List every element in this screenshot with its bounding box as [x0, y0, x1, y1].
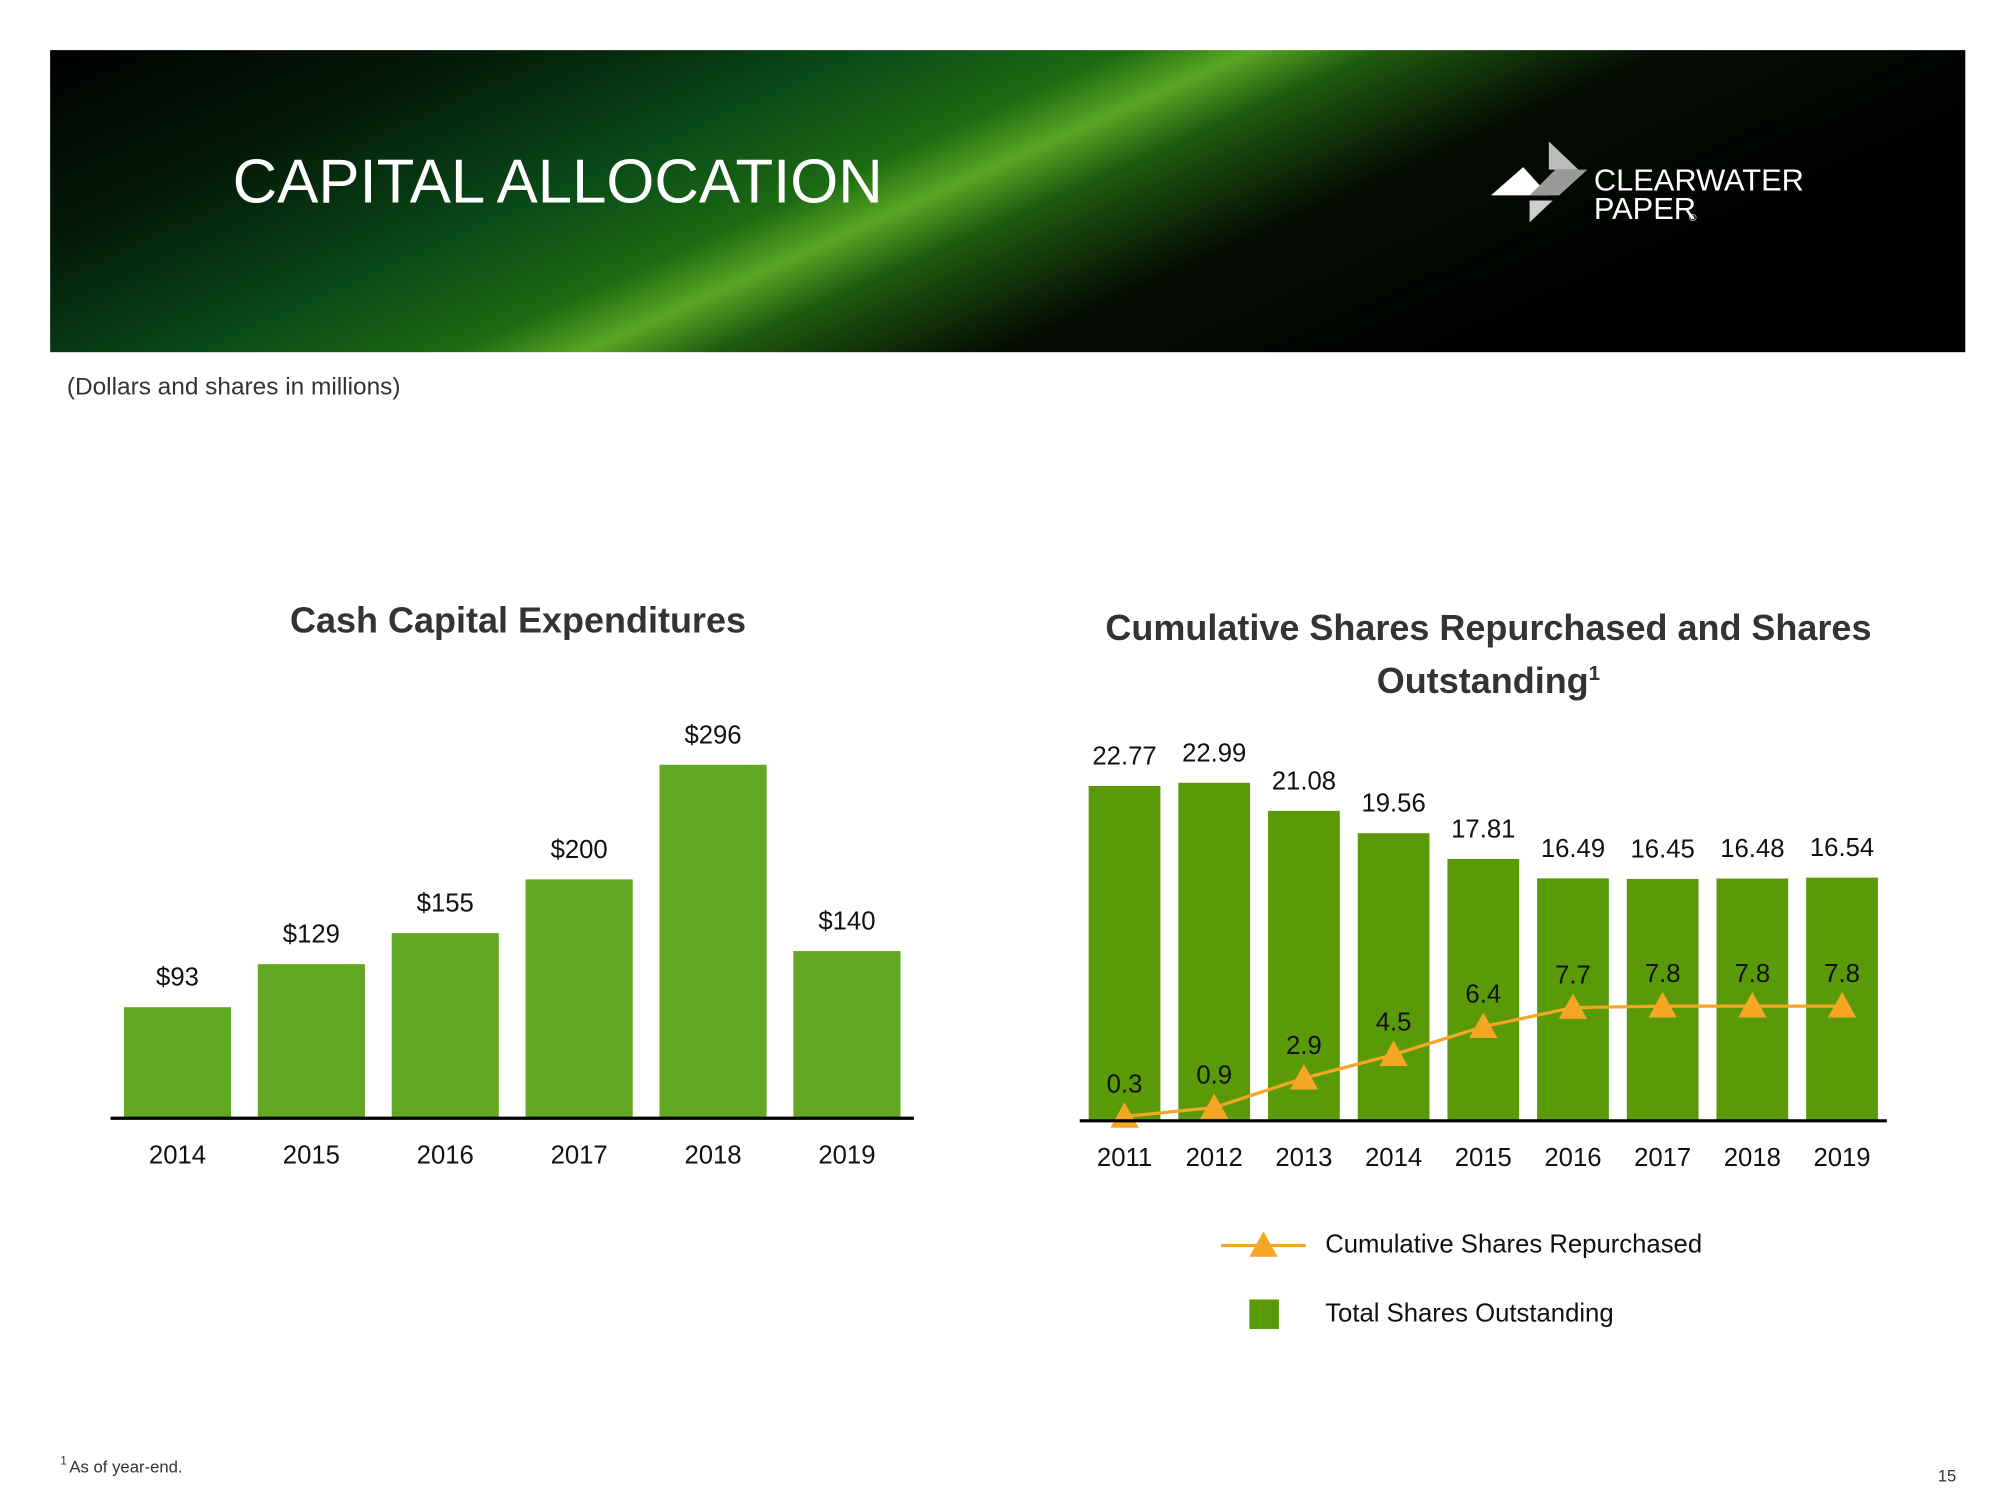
data-label: 6.4: [1465, 981, 1501, 1009]
data-label: 2.9: [1286, 1032, 1322, 1060]
x-tick-label: 2019: [1813, 1144, 1870, 1172]
logo-name: CLEARWATER: [1594, 163, 1804, 198]
data-label: 16.45: [1631, 835, 1695, 863]
data-label: 0.9: [1196, 1062, 1232, 1090]
x-tick-label: 2012: [1186, 1144, 1243, 1172]
note: (Dollars and shares in millions): [67, 374, 401, 401]
title-note: 1: [1588, 663, 1601, 686]
data-label: $93: [156, 964, 199, 992]
logo-mark: ®: [1689, 213, 1697, 224]
line-marker: [1289, 1064, 1319, 1090]
data-label: 7.8: [1734, 960, 1770, 988]
data-label: 4.5: [1376, 1009, 1412, 1037]
footnote: As of year-end.: [69, 1457, 182, 1476]
bar: [123, 1007, 232, 1119]
footnote-mark: 1: [60, 1455, 66, 1467]
line-marker: [1558, 993, 1588, 1019]
line-marker: [1200, 1093, 1229, 1119]
page-number: 15: [1938, 1466, 1957, 1485]
x-tick-label: 2016: [1544, 1144, 1601, 1172]
legend-label: Cumulative Shares Repurchased: [1325, 1230, 1702, 1258]
bar: [659, 764, 767, 1119]
line-marker: [1648, 991, 1677, 1018]
banner: [50, 50, 1966, 353]
data-label: $200: [551, 836, 608, 864]
logo-icon: [1491, 141, 1588, 223]
line-marker: [1738, 991, 1767, 1018]
x-tick-label: 2014: [149, 1142, 206, 1170]
chart-title-span: Cash Capital Expenditures: [289, 600, 746, 641]
x-tick-label: 2017: [551, 1142, 608, 1170]
bar: [391, 933, 499, 1119]
line-marker: [1469, 1012, 1498, 1039]
data-label: 19.56: [1361, 790, 1425, 818]
data-label: 22.77: [1092, 743, 1156, 771]
chart-title: Cash Capital Expenditures: [197, 598, 840, 644]
legend-label: Total Shares Outstanding: [1325, 1300, 1613, 1328]
data-label: $155: [417, 890, 474, 918]
x-tick-label: 2015: [283, 1142, 340, 1170]
x-tick-label: 2016: [417, 1142, 474, 1170]
legend-marker: [1249, 1231, 1278, 1257]
x-tick-label: 2013: [1275, 1144, 1332, 1172]
x-tick-label: 2018: [1724, 1144, 1781, 1172]
data-label: $129: [283, 921, 340, 949]
data-label: $296: [684, 721, 741, 749]
data-label: 7.8: [1824, 960, 1860, 988]
chart-title-span: Cumulative Shares Repurchased and Shares…: [1105, 607, 1872, 701]
chart-title-text: Cumulative Shares Repurchased and Shares…: [1039, 605, 1939, 704]
x-tick-label: 2015: [1455, 1144, 1512, 1172]
legend-swatch: [1249, 1299, 1279, 1330]
data-label: 16.49: [1541, 835, 1605, 863]
chart-title: Cumulative Shares Repurchased and Shares…: [1039, 605, 1939, 704]
data-label: 16.54: [1810, 834, 1874, 862]
x-tick-label: 2018: [684, 1142, 741, 1170]
data-label: 7.7: [1555, 962, 1591, 990]
data-label: 7.8: [1645, 960, 1681, 988]
x-tick-label: 2017: [1634, 1144, 1691, 1172]
bar: [1088, 786, 1161, 1121]
x-tick-label: 2019: [818, 1142, 875, 1170]
chart-title-text: Cash Capital Expenditures: [197, 598, 840, 644]
bar: [793, 951, 901, 1119]
bar: [1357, 833, 1430, 1121]
logo-sub: PAPER: [1594, 191, 1696, 226]
data-label: 16.48: [1720, 835, 1784, 863]
data-label: 21.08: [1272, 767, 1336, 795]
data-label: 17.81: [1451, 815, 1515, 843]
data-label: $140: [818, 908, 875, 936]
line-marker: [1827, 991, 1857, 1018]
x-tick-label: 2014: [1365, 1144, 1422, 1172]
data-label: 22.99: [1182, 739, 1246, 767]
bar: [525, 879, 633, 1119]
bar: [257, 964, 365, 1119]
x-tick-label: 2011: [1097, 1144, 1152, 1172]
page-title: CAPITAL ALLOCATION: [233, 148, 883, 217]
data-label: 0.3: [1107, 1070, 1143, 1098]
bar: [1178, 782, 1251, 1121]
bar: [1447, 858, 1520, 1121]
line-marker: [1379, 1040, 1408, 1066]
